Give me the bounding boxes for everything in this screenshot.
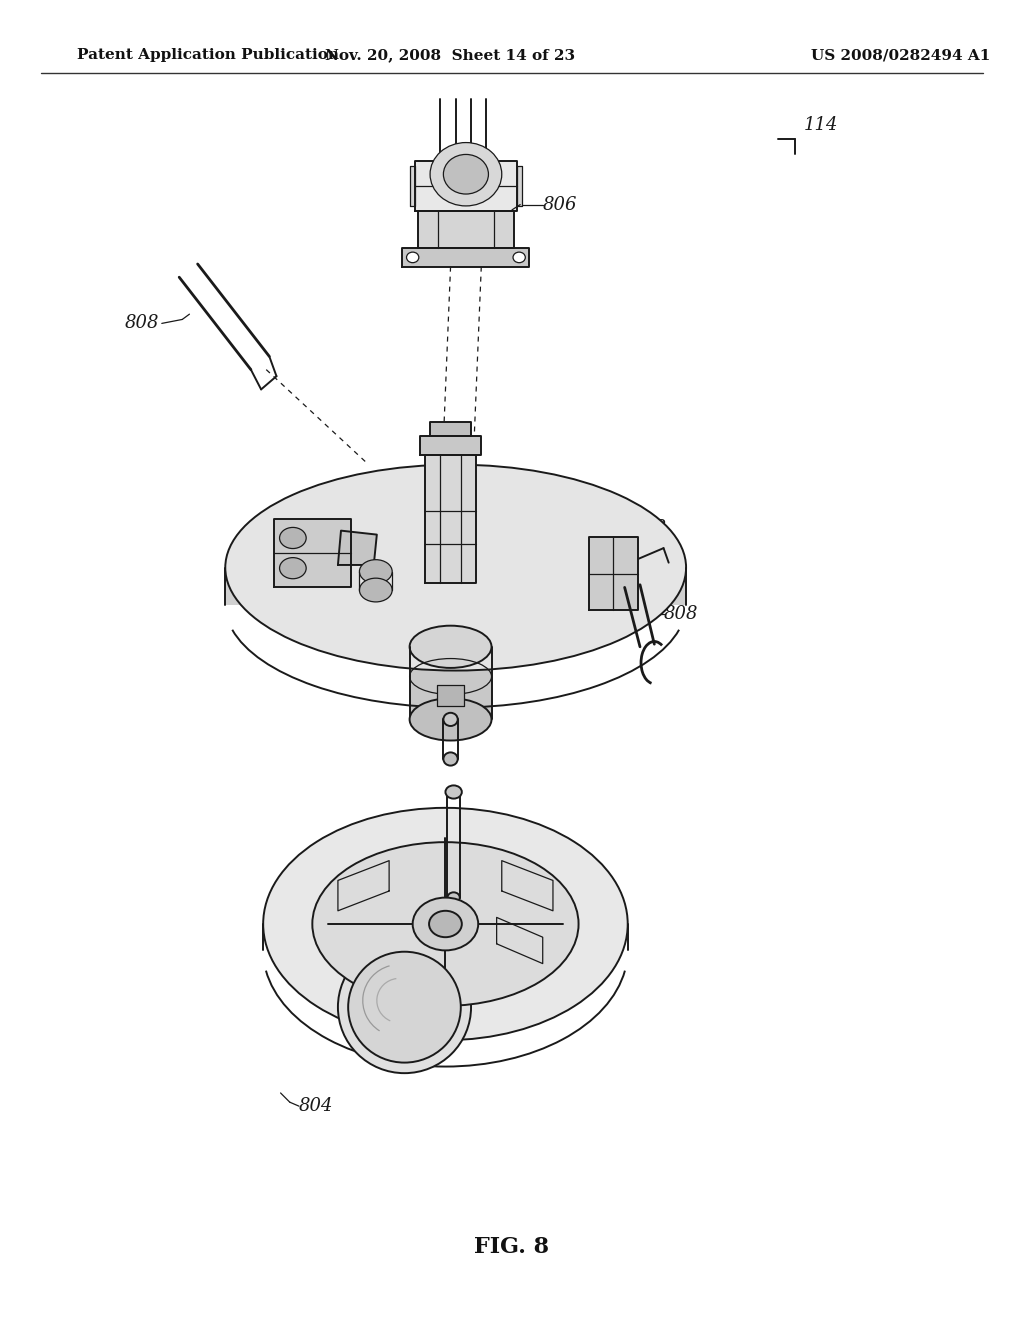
Ellipse shape bbox=[413, 898, 478, 950]
Ellipse shape bbox=[430, 143, 502, 206]
Polygon shape bbox=[410, 166, 415, 206]
Ellipse shape bbox=[338, 941, 471, 1073]
Polygon shape bbox=[425, 455, 476, 583]
Text: 808: 808 bbox=[124, 314, 159, 333]
Ellipse shape bbox=[225, 465, 686, 671]
Ellipse shape bbox=[280, 557, 306, 578]
Ellipse shape bbox=[407, 252, 419, 263]
Polygon shape bbox=[502, 861, 553, 911]
Text: Patent Application Publication: Patent Application Publication bbox=[77, 49, 339, 62]
Ellipse shape bbox=[443, 713, 458, 726]
Polygon shape bbox=[420, 436, 481, 455]
Polygon shape bbox=[497, 917, 543, 964]
Text: 808: 808 bbox=[664, 605, 698, 623]
Polygon shape bbox=[437, 685, 464, 706]
Text: 802: 802 bbox=[633, 519, 668, 537]
Polygon shape bbox=[517, 166, 522, 206]
Text: Nov. 20, 2008  Sheet 14 of 23: Nov. 20, 2008 Sheet 14 of 23 bbox=[326, 49, 575, 62]
Polygon shape bbox=[589, 537, 638, 610]
Ellipse shape bbox=[513, 252, 525, 263]
Text: 114: 114 bbox=[804, 116, 839, 135]
Ellipse shape bbox=[359, 560, 392, 583]
Polygon shape bbox=[410, 647, 492, 719]
Ellipse shape bbox=[280, 528, 306, 549]
Ellipse shape bbox=[410, 698, 492, 741]
Polygon shape bbox=[418, 211, 514, 248]
Ellipse shape bbox=[359, 578, 392, 602]
Text: 804: 804 bbox=[299, 1097, 334, 1115]
Text: FIG. 8: FIG. 8 bbox=[474, 1237, 550, 1258]
Ellipse shape bbox=[263, 808, 628, 1040]
Ellipse shape bbox=[443, 154, 488, 194]
Ellipse shape bbox=[447, 892, 460, 903]
Polygon shape bbox=[402, 248, 529, 267]
Polygon shape bbox=[415, 161, 517, 211]
Ellipse shape bbox=[443, 752, 458, 766]
Polygon shape bbox=[274, 519, 351, 587]
Text: US 2008/0282494 A1: US 2008/0282494 A1 bbox=[811, 49, 991, 62]
Ellipse shape bbox=[312, 842, 579, 1006]
Polygon shape bbox=[225, 568, 686, 605]
Ellipse shape bbox=[410, 626, 492, 668]
Ellipse shape bbox=[445, 785, 462, 799]
Ellipse shape bbox=[429, 911, 462, 937]
Polygon shape bbox=[338, 861, 389, 911]
Polygon shape bbox=[338, 531, 377, 565]
Polygon shape bbox=[430, 422, 471, 436]
Ellipse shape bbox=[348, 952, 461, 1063]
Text: 806: 806 bbox=[543, 195, 578, 214]
